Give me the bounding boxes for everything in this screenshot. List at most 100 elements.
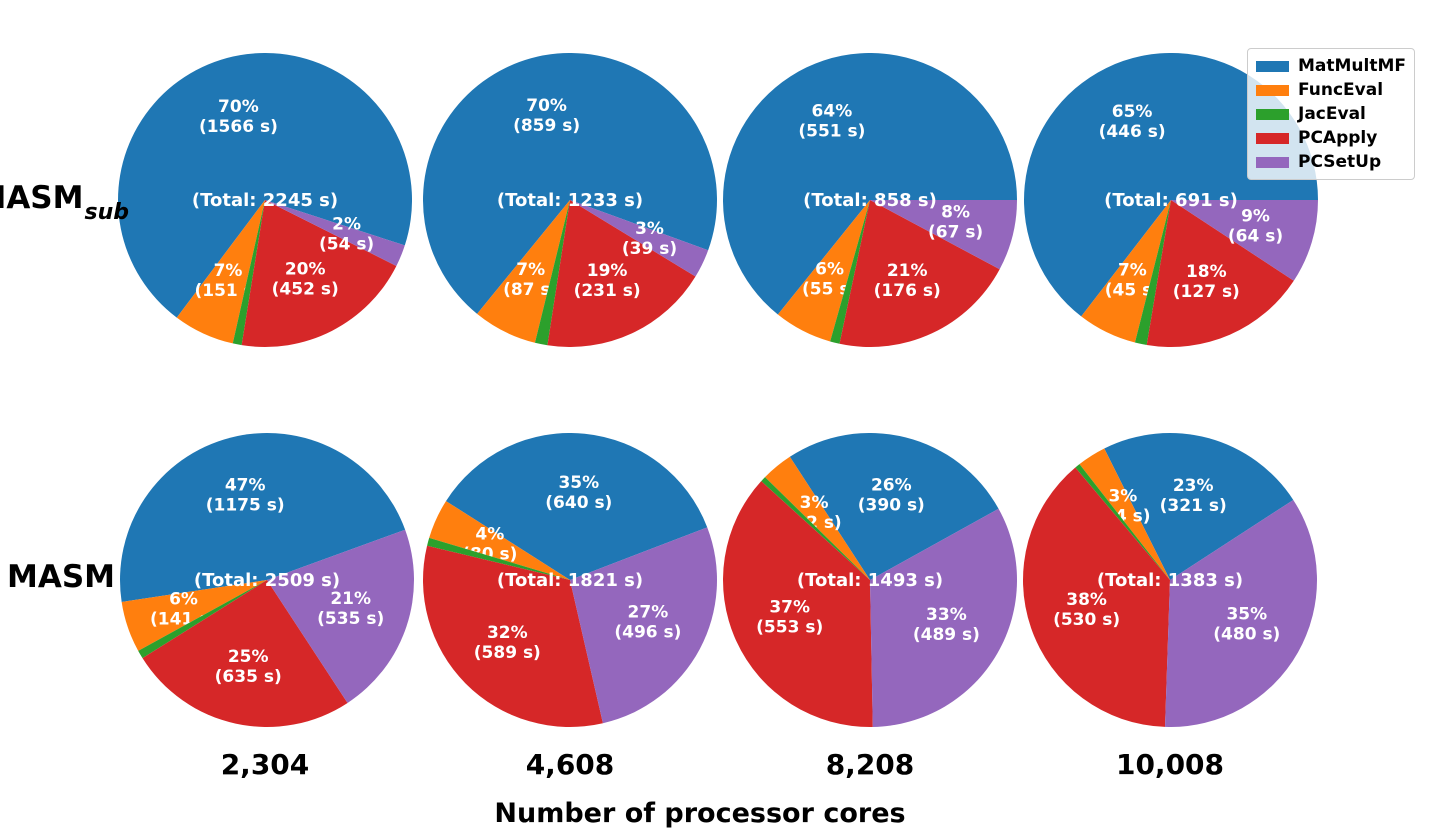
slice-pcapply	[1146, 200, 1294, 347]
slice-matmultmf	[118, 52, 413, 318]
pie-chart-masm-sub-2304: 70% (1566 s)7% (151 s)20% (452 s)2% (54 s)(T…	[118, 52, 413, 347]
row-label-masm: MASM	[0, 562, 115, 599]
x-axis-label: Number of processor cores	[494, 798, 906, 829]
slice-jaceval	[138, 580, 267, 659]
row-label-masm-sub-subscript: sub	[84, 200, 129, 226]
legend-item-funceval: FuncEval	[1248, 78, 1414, 102]
col-label-2304: 2,304	[220, 748, 310, 781]
slice-label-matmultmf: 35% (640 s)	[545, 473, 612, 513]
slice-jaceval	[232, 200, 265, 346]
pie-chart-masm-sub-4608: 70% (859 s) 7% (87 s) 19% (231 s)3% (39 s) (Tot…	[422, 52, 717, 348]
slice-funceval	[1081, 200, 1171, 343]
legend-item-pcapply: PCApply	[1248, 126, 1414, 150]
pie-chart-masm-sub-8208: 64% (551 s)6% (55 s)21% (176 s)8% (67 s)(Tot…	[723, 52, 1017, 348]
slice-label-matmultmf: 23% (321 s)	[1160, 476, 1227, 516]
legend-swatch-pcsetup	[1256, 156, 1289, 168]
slice-label-pcapply: 19% (231 s)	[574, 261, 641, 301]
slice-label-pcsetup: 9% (64 s)	[1228, 206, 1283, 246]
slice-matmultmf	[1104, 433, 1294, 580]
pie-total-label: (Total: 1821 s)	[497, 570, 643, 591]
slice-funceval	[429, 501, 570, 580]
slice-funceval	[176, 200, 265, 344]
slice-pcsetup	[570, 527, 718, 724]
legend-swatch-funceval	[1256, 84, 1289, 96]
pie-chart-masm-4608: 35% (640 s)4% (80 s)32% (589 s)27% (496 s)(T…	[423, 432, 718, 727]
slice-funceval	[765, 456, 870, 580]
slice-pcsetup	[265, 200, 405, 266]
legend-label-pcapply: PCApply	[1298, 128, 1378, 148]
slice-label-pcsetup: 33% (489 s)	[913, 605, 980, 645]
slice-label-pcapply: 21% (176 s)	[874, 261, 941, 301]
legend-item-jaceval: JacEval	[1248, 102, 1414, 126]
slice-label-matmultmf: 26% (390 s)	[858, 475, 925, 515]
slice-jaceval	[1075, 464, 1170, 580]
slice-pcapply	[839, 200, 1000, 348]
slice-jaceval	[830, 200, 870, 344]
row-label-masm-sub-text: MASM	[0, 180, 84, 216]
slice-jaceval	[534, 200, 570, 346]
col-label-8208: 8,208	[825, 748, 915, 781]
pie-total-label: (Total: 858 s)	[803, 190, 937, 211]
legend: MatMultMF FuncEval JacEval PCApply PCSetUp	[1247, 48, 1415, 180]
slice-pcsetup	[870, 200, 1017, 270]
pie-total-label: (Total: 691 s)	[1104, 190, 1238, 211]
slice-label-matmultmf: 65% (446 s)	[1099, 102, 1166, 142]
pie-masm-2304: 47% (1175 s) 6% (141 s) 25% (635 s) 21% (535 s)…	[120, 433, 414, 727]
slice-pcsetup	[267, 529, 414, 703]
slice-pcapply	[1023, 467, 1170, 727]
pie-total-label: (Total: 1233 s)	[497, 190, 643, 211]
pie-masm-sub-4608: 70% (859 s) 7% (87 s) 19% (231 s) 3% (39 s) (Tot…	[422, 52, 717, 348]
slice-pcsetup	[1165, 499, 1317, 728]
slice-matmultmf	[789, 432, 999, 580]
pie-chart-masm-2304: 47% (1175 s)6% (141 s)25% (635 s)21% (535 s)…	[120, 433, 414, 727]
slice-matmultmf	[445, 432, 708, 580]
row-label-masm-sub: MASMsub	[0, 180, 129, 224]
slice-label-pcapply: 38% (530 s)	[1053, 590, 1120, 630]
legend-label-jaceval: JacEval	[1298, 104, 1366, 124]
slice-label-pcsetup: 2% (54 s)	[319, 215, 374, 255]
slice-jaceval	[761, 477, 870, 580]
slice-pcsetup	[1171, 200, 1318, 281]
col-label-4608: 4,608	[525, 748, 615, 781]
slice-label-matmultmf: 70% (1566 s)	[199, 97, 278, 137]
slice-label-pcapply: 20% (452 s)	[272, 260, 339, 300]
slice-pcsetup	[870, 508, 1018, 727]
legend-label-funceval: FuncEval	[1298, 80, 1384, 100]
legend-item-matmultmf: MatMultMF	[1248, 54, 1414, 78]
slice-jaceval	[427, 537, 570, 580]
legend-swatch-matmultmf	[1256, 60, 1289, 72]
slice-pcapply	[723, 481, 873, 727]
slice-jaceval	[1134, 200, 1171, 345]
slice-pcapply	[423, 545, 603, 727]
pie-total-label: (Total: 2245 s)	[192, 190, 338, 211]
slice-pcapply	[241, 200, 397, 347]
pie-masm-sub-2304: 70% (1566 s) 7% (151 s) 20% (452 s) 2% (54 s) (T…	[118, 52, 413, 347]
row-label-masm-text: MASM	[6, 559, 115, 595]
slice-label-matmultmf: 70% (859 s)	[513, 96, 580, 136]
slice-matmultmf	[120, 433, 406, 602]
slice-label-pcsetup: 35% (480 s)	[1213, 604, 1280, 644]
slice-funceval	[121, 580, 268, 651]
pie-total-label: (Total: 2509 s)	[194, 570, 340, 591]
slice-label-pcapply: 18% (127 s)	[1173, 262, 1240, 302]
pie-chart-masm-8208: 26% (390 s)3% (52 s)37% (553 s)33% (489 s)(T…	[723, 432, 1018, 727]
pie-chart-masm-sub-10008: 65% (446 s) 7% (45 s) 18% (127 s) 9% (64 s)(Tot…	[1024, 52, 1318, 347]
slice-matmultmf	[723, 52, 1017, 315]
slice-funceval	[777, 200, 870, 342]
pie-masm-8208: 26% (390 s) 3% (52 s) 37% (553 s) 33% (489 s) (T…	[723, 432, 1018, 727]
slice-label-pcsetup: 27% (496 s)	[614, 602, 681, 642]
slice-label-pcapply: 25% (635 s)	[215, 647, 282, 687]
slice-pcapply	[547, 200, 696, 348]
slice-pcapply	[142, 580, 348, 727]
pie-masm-sub-8208: 64% (551 s) 6% (55 s) 21% (176 s) 8% (67 s) (Tot…	[723, 52, 1017, 348]
legend-swatch-jaceval	[1256, 108, 1289, 120]
legend-item-pcsetup: PCSetUp	[1248, 150, 1414, 174]
slice-label-pcapply: 37% (553 s)	[756, 598, 823, 638]
slice-label-matmultmf: 47% (1175 s)	[206, 476, 285, 516]
slice-label-matmultmf: 64% (551 s)	[798, 102, 865, 142]
slice-label-pcsetup: 8% (67 s)	[928, 202, 983, 242]
legend-label-matmultmf: MatMultMF	[1298, 56, 1407, 76]
slice-label-funceval: 7% (45 s)	[1105, 260, 1160, 300]
legend-label-pcsetup: PCSetUp	[1298, 152, 1382, 172]
